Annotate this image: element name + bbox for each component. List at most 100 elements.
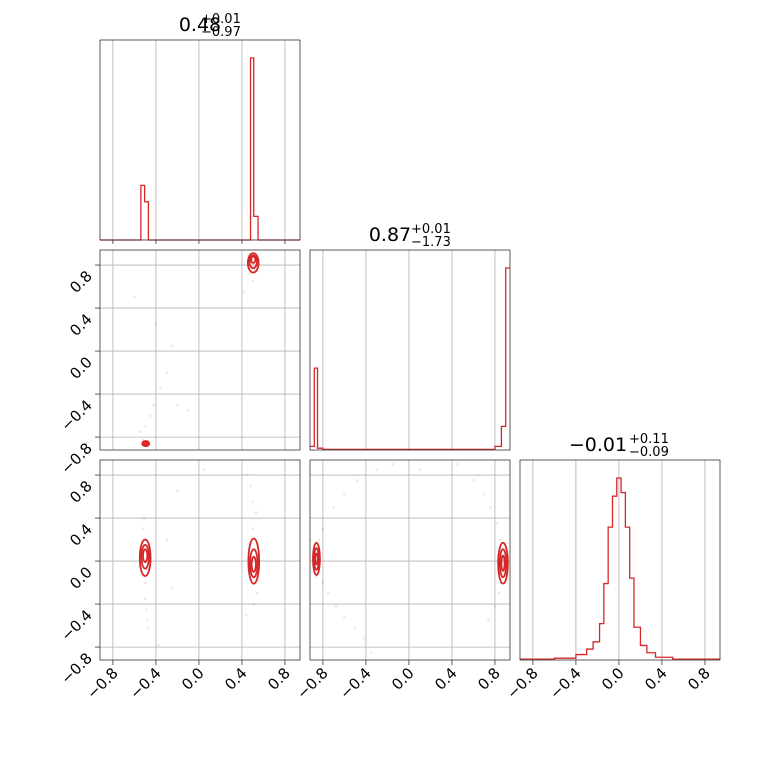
panel-2-2 [519, 459, 721, 661]
contour-p0-p2-3 [250, 555, 257, 573]
ytick-label-1-0: −0.8 [57, 439, 95, 477]
sample-point-p0-p1-11 [248, 272, 251, 276]
contour-p1-p2-3 [500, 554, 506, 572]
sample-point-p0-p2-31 [170, 586, 174, 590]
sample-point-p0-p2-27 [245, 473, 249, 477]
sample-point-p1-p2-28 [493, 604, 497, 608]
xtick-label-2-0: −0.8 [503, 664, 541, 702]
sample-point-p1-p2-12 [321, 527, 325, 531]
xtick-label-1-0: −0.8 [293, 664, 331, 702]
contour-p1-p2-4 [498, 548, 508, 579]
sample-point-p0-p2-20 [251, 500, 255, 504]
histogram-p2 [520, 477, 720, 660]
sample-point-p1-p2-33 [418, 468, 422, 472]
contour-p0-p1-5 [141, 440, 151, 448]
title-p1-lower: −1.73 [411, 235, 451, 250]
histogram-p1 [310, 267, 510, 451]
data-layer [100, 57, 720, 660]
title-p1: 0.87 [369, 224, 411, 246]
sample-point-p0-p1-24 [170, 344, 174, 348]
xtick-label-1-4: 0.8 [474, 664, 504, 694]
contour-p0-p2-5 [247, 537, 261, 585]
xtick-label-0-3: 0.4 [221, 664, 251, 694]
sample-point-p1-p2-4 [315, 575, 318, 579]
ytick-label-1-4: 0.8 [66, 267, 96, 297]
ytick-label-2-3: 0.4 [66, 520, 96, 550]
sample-point-p1-p2-11 [369, 651, 373, 654]
sample-point-p0-p1-19 [143, 424, 147, 428]
sample-point-p0-p2-18 [251, 527, 255, 531]
contour-p0-p2-4 [249, 548, 259, 579]
ytick-label-2-1: −0.4 [57, 606, 95, 644]
sample-point-p1-p2-22 [495, 522, 499, 525]
sample-point-p1-p2-24 [482, 493, 486, 496]
sample-point-p0-p1-29 [242, 290, 246, 294]
sample-point-p0-p1-25 [154, 322, 158, 326]
xtick-label-0-1: −0.4 [126, 664, 164, 702]
contour-p1-p2-2 [312, 541, 321, 576]
sample-point-p0-p2-33 [202, 468, 206, 472]
sample-point-p1-p2-10 [362, 637, 366, 640]
sample-point-p0-p1-21 [152, 403, 156, 407]
xtick-label-0-2: 0.0 [178, 664, 208, 694]
sample-point-p0-p2-7 [144, 608, 148, 611]
sample-point-p1-p2-29 [487, 618, 490, 622]
title-p1-upper: +0.01 [411, 222, 451, 237]
sample-point-p0-p1-27 [176, 403, 179, 407]
sample-point-p1-p2-25 [472, 479, 475, 482]
sample-point-p0-p1-12 [251, 279, 255, 283]
sample-point-p1-p2-8 [343, 615, 346, 619]
panel-1-1 [309, 249, 511, 451]
sample-point-p0-p2-21 [249, 484, 252, 488]
panel-0-0 [99, 39, 301, 241]
xtick-label-2-1: −0.4 [546, 664, 584, 702]
contour-p0-p2-1 [140, 544, 150, 570]
xtick-label-1-3: 0.4 [431, 664, 461, 694]
histogram-p0 [100, 57, 300, 241]
sample-point-p0-p1-20 [149, 414, 152, 417]
title-p0: 0.48 [179, 14, 221, 36]
sample-point-p1-p2-27 [497, 591, 501, 595]
ytick-label-1-3: 0.4 [66, 310, 96, 340]
sample-point-p0-p2-5 [143, 581, 147, 584]
contour-p0-p2-0 [142, 548, 149, 564]
xtick-label-2-2: 0.0 [598, 664, 628, 694]
title-p2: −0.01 [569, 434, 627, 456]
sample-point-p0-p2-6 [143, 597, 147, 601]
xtick-label-1-2: 0.0 [388, 664, 418, 694]
ytick-label-2-4: 0.8 [66, 477, 96, 507]
ytick-label-2-2: 0.0 [66, 563, 96, 593]
contour-p1-p2-0 [314, 552, 319, 566]
sample-point-p1-p2-13 [332, 505, 336, 509]
sample-point-p1-p2-21 [498, 538, 502, 541]
contour-p0-p2-2 [138, 538, 152, 578]
sample-point-p0-p2-24 [252, 602, 256, 606]
sample-point-p0-p2-8 [145, 618, 149, 622]
sample-point-p0-p2-29 [176, 489, 179, 493]
sample-point-p0-p1-23 [165, 371, 169, 374]
xtick-label-0-4: 0.8 [264, 664, 294, 694]
contour-p0-p1-1 [248, 254, 258, 270]
sample-point-p0-p1-28 [186, 408, 190, 412]
sample-point-p0-p2-9 [146, 626, 150, 630]
xtick-label-2-4: 0.8 [684, 664, 714, 694]
ytick-label-1-1: −0.4 [57, 396, 95, 434]
grid-layer [100, 40, 706, 660]
title-p0-lower: −0.97 [201, 25, 241, 40]
frame-layer [99, 39, 721, 661]
sample-point-p1-p2-14 [343, 493, 346, 496]
ytick-label-1-2: 0.0 [66, 353, 96, 383]
title-p0-upper: +0.01 [201, 12, 241, 27]
sample-point-p1-p2-15 [355, 479, 359, 482]
sample-point-p0-p2-11 [142, 516, 146, 520]
contour-p1-p2-5 [497, 541, 509, 585]
sample-point-p0-p2-23 [255, 591, 259, 595]
xtick-label-2-3: 0.4 [641, 664, 671, 694]
sample-point-p0-p2-10 [141, 527, 145, 531]
panel-2-0 [99, 459, 301, 661]
contour-p1-p2-1 [313, 547, 320, 571]
xtick-label-0-0: −0.8 [83, 664, 121, 702]
panel-2-1 [309, 459, 511, 661]
sample-point-p0-p2-30 [165, 538, 169, 541]
